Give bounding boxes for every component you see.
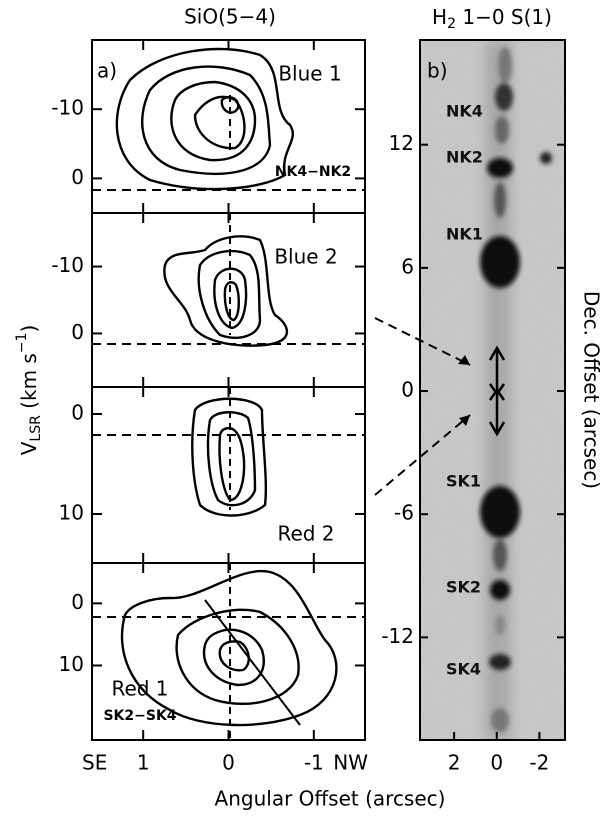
y-label-base: V: [17, 441, 41, 455]
frame: [419, 39, 566, 741]
knot-label: NK1: [446, 225, 483, 244]
title-b-base: H: [432, 5, 447, 29]
y-tick-label: 10: [59, 501, 84, 525]
y-tick-label: 10: [59, 652, 84, 676]
panel-text: Red 2: [277, 522, 334, 546]
y-tick-label: 0: [401, 378, 414, 402]
knot-label: SK1: [446, 472, 481, 491]
y-tick-label: 12: [389, 131, 414, 155]
title-b-rest: 1−0 S(1): [456, 5, 552, 29]
x-tick-label: -1: [304, 751, 324, 775]
knot-label: NK2: [446, 148, 483, 167]
frame: [91, 212, 366, 388]
y-tick-label: 6: [401, 254, 414, 278]
x-tick-label: -2: [529, 751, 549, 775]
knot-label: SK2: [446, 578, 481, 597]
arrows: [374, 317, 506, 496]
y-tick-label: 0: [71, 590, 84, 614]
y-tick-label: 0: [71, 401, 84, 425]
x-tick-label: 0: [222, 751, 235, 775]
panel-text: Red 1: [111, 677, 168, 701]
panel-text: NK4−NK2: [275, 164, 351, 180]
panel-text: Blue 2: [274, 245, 337, 269]
panel-text: Blue 1: [278, 62, 341, 86]
contours: [92, 47, 365, 740]
image: [420, 40, 565, 740]
y-tick-label: -12: [381, 624, 414, 648]
x-tick-label: 1: [137, 751, 150, 775]
panel-label: b): [427, 59, 448, 83]
x-end-label: SE: [82, 751, 107, 775]
panel-label: a): [97, 59, 117, 83]
y-tick-label: -10: [51, 96, 84, 120]
y-tick-label: 0: [71, 165, 84, 189]
y-tick-label: -6: [394, 501, 414, 525]
knot-label: SK4: [446, 660, 481, 679]
title-b: H2 1−0 S(1): [432, 5, 552, 33]
y-axis-label: Dec. Offset (arcsec): [580, 291, 604, 489]
y-label-unit: (km s: [17, 353, 41, 415]
y-label-sub: LSR: [28, 415, 44, 442]
x-axis-label: Angular Offset (arcsec): [215, 787, 446, 811]
y-label-close: ): [17, 325, 41, 333]
y-label-sup: −1: [14, 333, 30, 354]
panel-text: SK2−SK4: [103, 708, 176, 724]
x-end-label: NW: [333, 751, 368, 775]
title-a: SiO(5−4): [184, 5, 276, 29]
knot-label: NK4: [446, 102, 483, 121]
y-tick-label: -10: [51, 253, 84, 277]
y-axis-label: VLSR (km s−1): [14, 325, 44, 456]
y-tick-label: 0: [71, 320, 84, 344]
x-tick-label: 0: [490, 751, 503, 775]
x-tick-label: 2: [448, 751, 461, 775]
title-b-sub: 2: [447, 16, 456, 32]
